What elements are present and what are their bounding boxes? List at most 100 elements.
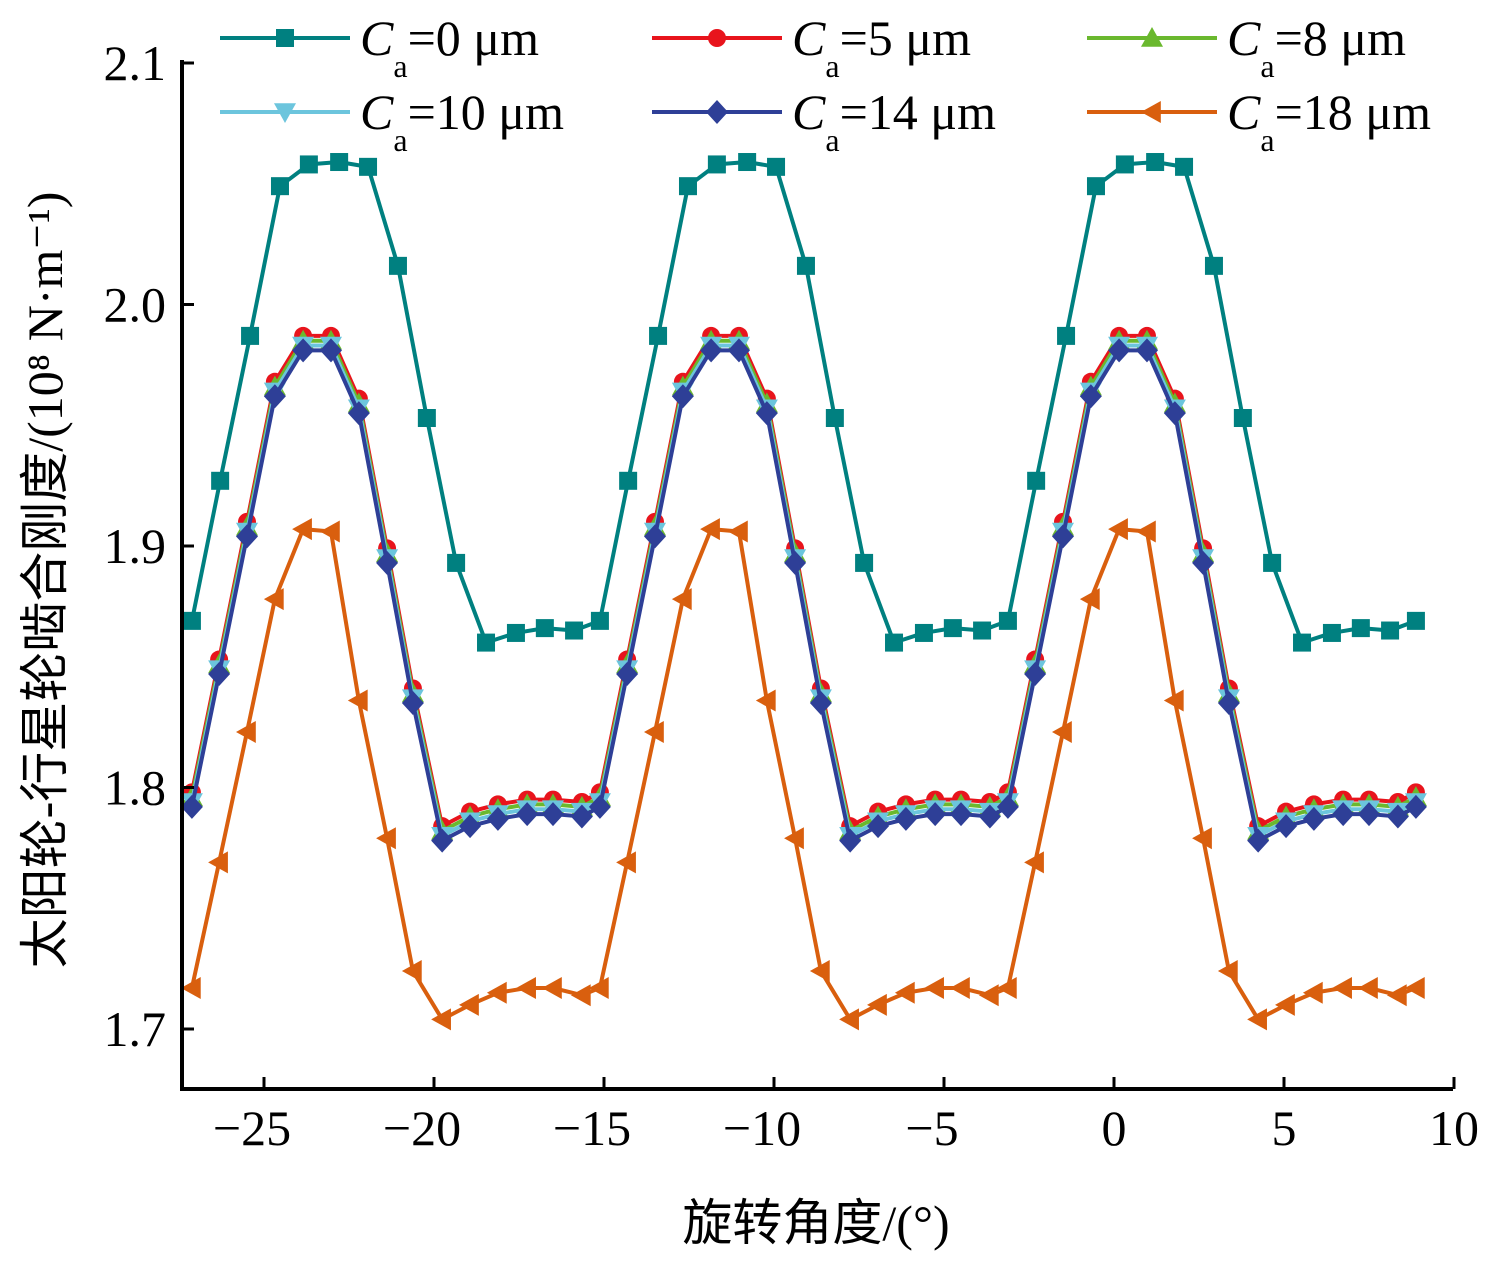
data-point [447, 553, 466, 572]
legend-symbol: C [792, 10, 826, 66]
data-point [755, 401, 778, 426]
data-point [347, 401, 370, 426]
data-point [376, 827, 396, 850]
data-point [477, 633, 496, 652]
legend-subscript: a [825, 122, 839, 158]
legend-item: Ca=8 μm [1083, 8, 1500, 84]
data-point [1275, 814, 1298, 839]
legend-symbol: C [360, 10, 394, 66]
data-point [506, 623, 525, 642]
data-point [1247, 828, 1270, 853]
data-point [1057, 326, 1076, 345]
data-point [486, 806, 509, 831]
y-tick-label: 1.8 [104, 760, 167, 816]
data-point [755, 689, 776, 712]
ticks: −25 −20 −15 −10 −5 0 5 10 1.7 1.8 1.9 2.0 2.1 [104, 35, 1480, 1156]
data-point [678, 177, 697, 196]
series-line [189, 348, 1417, 843]
x-tick-label: −20 [383, 1100, 461, 1156]
legend-value: =0 μm [408, 10, 540, 66]
data-point [1275, 993, 1295, 1016]
data-point [570, 984, 591, 1007]
legend-marker-triangle-up-icon [1141, 27, 1163, 47]
data-point [825, 409, 844, 428]
legend-symbol: C [1227, 10, 1261, 66]
legend-label: Ca=8 μm [1227, 10, 1406, 84]
data-point [1217, 960, 1238, 983]
data-point [1135, 520, 1156, 543]
series-line [189, 160, 1417, 645]
data-point [535, 619, 554, 638]
data-point [1079, 384, 1102, 409]
data-point [1175, 157, 1194, 176]
data-point [784, 827, 804, 850]
legend-item: Ca=18 μm [1083, 82, 1500, 158]
data-point [516, 802, 539, 827]
data-point [417, 409, 436, 428]
data-point [767, 157, 786, 176]
data-point [359, 157, 378, 176]
x-tick-label: 5 [1272, 1100, 1297, 1156]
data-point [616, 851, 636, 874]
data-point [796, 256, 815, 275]
legend-label: Ca=14 μm [792, 84, 996, 158]
data-point [270, 177, 289, 196]
data-point [1404, 794, 1427, 819]
data-point [924, 976, 944, 999]
data-point [1386, 984, 1407, 1007]
data-point [388, 256, 407, 275]
legend-symbol: C [792, 84, 826, 140]
data-point [431, 828, 454, 853]
data-point [1217, 690, 1240, 715]
data-point [401, 960, 422, 983]
series-line [189, 333, 1417, 829]
data-point [1263, 553, 1282, 572]
data-point [727, 520, 748, 543]
data-point [914, 623, 933, 642]
data-point [292, 518, 312, 541]
data-point [459, 814, 482, 839]
legend-marker-circle-icon [708, 29, 726, 47]
data-point [590, 611, 609, 630]
legend-item: Ca=5 μm [648, 8, 1068, 84]
data-point [1293, 633, 1312, 652]
data-point [180, 794, 203, 819]
data-point [330, 153, 349, 172]
data-point [978, 804, 1001, 829]
legend-marker-diamond-icon [706, 100, 728, 124]
data-point [1233, 409, 1252, 428]
data-point [319, 520, 340, 543]
series-line [189, 527, 1417, 1022]
legend-value: =8 μm [1275, 10, 1407, 66]
legend-subscript: a [825, 48, 839, 84]
data-point [1247, 1008, 1267, 1031]
x-tick-label: −15 [553, 1100, 631, 1156]
data-point [943, 619, 962, 638]
data-point [1108, 338, 1131, 363]
legend-subscript: a [393, 48, 407, 84]
data-point [208, 661, 231, 686]
y-tick-label: 1.7 [104, 1001, 167, 1057]
data-point [707, 155, 726, 174]
data-point [1322, 623, 1341, 642]
data-point [784, 550, 807, 575]
legend-subscript: a [393, 122, 407, 158]
data-point [950, 976, 970, 999]
x-axis-title: 旋转角度/(°) [682, 1195, 949, 1251]
data-point [1192, 827, 1212, 850]
data-point [1302, 806, 1325, 831]
legend-marker-triangle-left-icon [1141, 101, 1161, 123]
data-point [1192, 550, 1215, 575]
data-point [401, 690, 424, 715]
data-point [211, 471, 230, 490]
data-point [292, 338, 315, 363]
data-point [319, 338, 342, 363]
legend-subscript: a [1260, 48, 1274, 84]
legend-item: Ca=14 μm [648, 82, 1068, 158]
x-tick-label: −10 [723, 1100, 801, 1156]
data-point [263, 384, 286, 409]
legend-label: Ca=10 μm [360, 84, 564, 158]
data-point [588, 976, 609, 999]
data-point [1358, 976, 1378, 999]
data-point [1381, 621, 1400, 640]
